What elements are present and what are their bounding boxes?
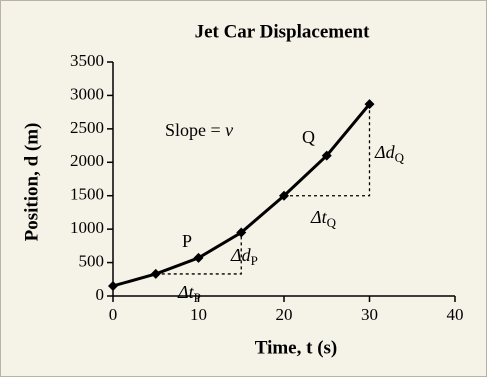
- y-axis-label: Position, d (m): [21, 123, 42, 242]
- delta-label: ΔdQ: [374, 142, 405, 165]
- y-tick-label: 1500: [70, 185, 104, 204]
- delta-subscript: Q: [395, 150, 405, 165]
- y-tick-label: 500: [79, 251, 105, 270]
- slope-symbol: v: [225, 120, 233, 140]
- delta-subscript: P: [194, 290, 201, 305]
- point-label: P: [182, 231, 192, 251]
- x-tick-label: 30: [361, 305, 378, 324]
- y-tick-label: 1000: [70, 218, 104, 237]
- delta-subscript: Q: [327, 215, 337, 230]
- y-tick-label: 0: [96, 285, 105, 304]
- data-point: [236, 227, 247, 238]
- y-tick-label: 3500: [70, 51, 104, 70]
- slope-triangle: [155, 232, 242, 275]
- x-tick-label: 0: [109, 305, 118, 324]
- data-point: [193, 252, 204, 263]
- y-tick-label: 2000: [70, 151, 104, 170]
- x-axis-label: Time, t (s): [255, 337, 338, 358]
- y-tick-label: 3000: [70, 84, 104, 103]
- x-tick-label: 20: [276, 305, 293, 324]
- slope-text: Slope =: [165, 120, 225, 140]
- data-point: [279, 190, 289, 201]
- x-tick-label: 10: [190, 305, 207, 324]
- slope-triangle: [284, 104, 371, 197]
- y-tick-label: 2500: [70, 118, 104, 137]
- slope-annotation: Slope = v: [165, 120, 233, 140]
- point-label: Q: [302, 127, 315, 147]
- data-point: [321, 150, 332, 161]
- data-point: [150, 268, 161, 279]
- delta-label: ΔtQ: [310, 207, 337, 230]
- delta-symbol: Δt: [177, 282, 195, 302]
- delta-symbol: Δt: [310, 207, 328, 227]
- delta-subscript: P: [251, 253, 258, 268]
- x-tick-label: 40: [447, 305, 464, 324]
- delta-symbol: Δd: [230, 245, 252, 265]
- data-point: [364, 99, 375, 110]
- chart-title: Jet Car Displacement: [195, 21, 371, 42]
- delta-label: ΔtP: [177, 282, 201, 305]
- delta-label: ΔdP: [230, 245, 258, 268]
- data-point: [108, 280, 118, 291]
- delta-symbol: Δd: [374, 142, 396, 162]
